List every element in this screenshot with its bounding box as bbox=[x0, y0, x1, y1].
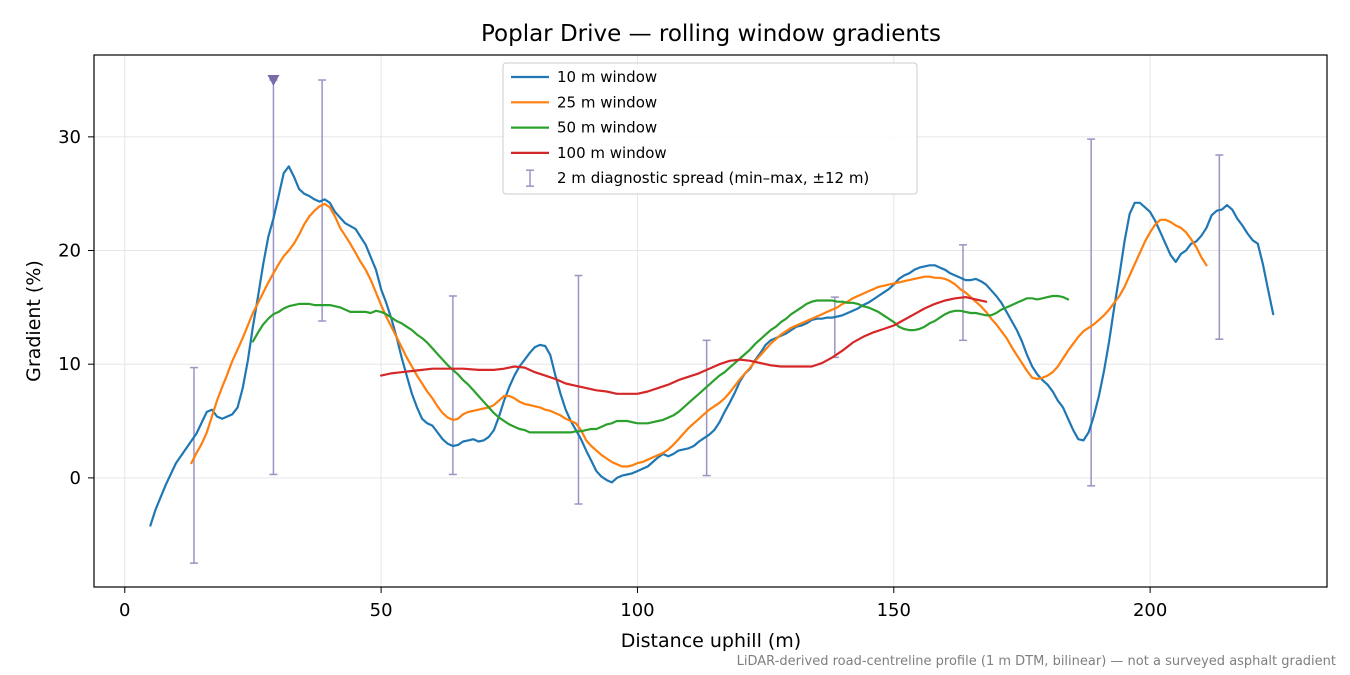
x-tick-label: 150 bbox=[877, 600, 911, 621]
error-bar bbox=[1215, 154, 1224, 340]
series-line bbox=[380, 296, 988, 395]
x-tick-label: 200 bbox=[1133, 600, 1167, 621]
chart-footnote: LiDAR-derived road-centreline profile (1… bbox=[737, 654, 1336, 669]
series-line bbox=[190, 202, 1208, 468]
y-tick-label: 0 bbox=[70, 468, 81, 489]
axis-ticks: 0 50 100 150 200 0 10 20 30 bbox=[58, 127, 1167, 621]
plot-frame bbox=[93, 54, 1328, 588]
series-line bbox=[149, 165, 1275, 527]
x-tick-label: 0 bbox=[119, 600, 130, 621]
series-line bbox=[251, 294, 1070, 434]
y-tick-label: 20 bbox=[58, 241, 81, 262]
error-bar bbox=[448, 295, 457, 476]
error-bar bbox=[958, 244, 967, 342]
y-tick-label: 30 bbox=[58, 127, 81, 148]
legend-label: 25 m window bbox=[557, 93, 657, 111]
chart-title: Poplar Drive — rolling window gradients bbox=[481, 21, 941, 47]
legend-label: 2 m diagnostic spread (min–max, ±12 m) bbox=[557, 169, 869, 187]
y-tick-label: 10 bbox=[58, 354, 81, 375]
plot-area bbox=[149, 75, 1275, 564]
error-bar bbox=[574, 274, 583, 505]
x-axis-label: Distance uphill (m) bbox=[621, 630, 801, 652]
clipped-value-marker bbox=[267, 75, 280, 87]
y-axis-label: Gradient (%) bbox=[23, 260, 45, 382]
error-bar bbox=[189, 366, 198, 564]
x-tick-label: 100 bbox=[620, 600, 654, 621]
legend-label: 50 m window bbox=[557, 119, 657, 137]
legend-box bbox=[502, 62, 918, 195]
legend-label: 10 m window bbox=[557, 68, 657, 86]
error-bar bbox=[702, 339, 711, 477]
error-bar bbox=[1087, 138, 1096, 487]
x-tick-label: 50 bbox=[370, 600, 393, 621]
legend-label: 100 m window bbox=[557, 144, 667, 162]
legend: 10 m window 25 m window 50 m window 100 m w… bbox=[502, 62, 918, 195]
